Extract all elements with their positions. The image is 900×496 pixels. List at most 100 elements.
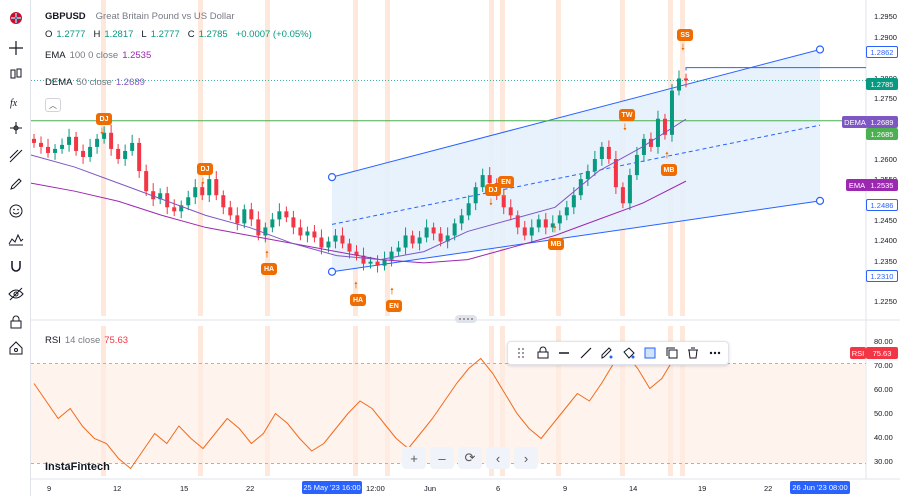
candle-body (382, 259, 387, 266)
pattern-tag[interactable]: DJ (96, 113, 112, 125)
candle-body (606, 146, 611, 159)
channel-lower-line (331, 200, 821, 273)
rsi-tick: 50.00 (874, 409, 893, 418)
pattern-icon[interactable] (5, 229, 27, 249)
rsi-legend[interactable]: RSI 14 close 75.63 (45, 335, 128, 346)
date-tick: 12:00 (366, 484, 385, 493)
candle-body (277, 211, 282, 220)
candle-body (284, 211, 289, 218)
line-width-icon[interactable] (577, 343, 596, 363)
ema-value: 1.2535 (122, 50, 152, 61)
ema-params: 100 0 close (69, 50, 119, 61)
pattern-tag[interactable]: DJ (197, 163, 213, 175)
highlight-band (198, 0, 203, 316)
eye-off-icon[interactable] (5, 284, 27, 304)
crosshair-icon[interactable] (5, 38, 27, 58)
candle-body (158, 193, 163, 200)
price-tick: 1.2400 (874, 236, 897, 245)
arrow-down-icon: 🠗 (502, 189, 506, 199)
candle-body (256, 219, 261, 236)
channel-handle (815, 196, 825, 205)
zoom-in-button[interactable]: + (402, 447, 426, 469)
arrow-up-icon: 🠕 (665, 150, 669, 160)
brush-icon[interactable] (5, 174, 27, 194)
candle-body (410, 235, 415, 244)
more-icon[interactable] (706, 343, 725, 363)
lock-icon[interactable] (5, 312, 27, 332)
zoom-out-button[interactable]: – (430, 447, 454, 469)
candle-body (634, 154, 639, 176)
candle-body (228, 207, 233, 216)
symbol-ticker[interactable]: GBPUSD (45, 11, 86, 22)
candle-body (480, 175, 485, 188)
candle-body (270, 219, 275, 228)
candle-body (263, 227, 268, 236)
home-icon[interactable] (5, 338, 27, 358)
pattern-tag[interactable]: HA (350, 294, 366, 306)
clone-icon[interactable] (663, 343, 682, 363)
ema-legend[interactable]: EMA 100 0 close 1.2535 (45, 50, 151, 61)
candle-icon[interactable] (5, 64, 27, 84)
price-tick: 1.2250 (874, 297, 897, 306)
pattern-tag[interactable]: MB (548, 238, 564, 250)
pattern-tag[interactable]: EN (386, 300, 402, 312)
dema-axis-name-tag: DEMA (842, 116, 868, 128)
collapse-legend-button[interactable]: ︿ (45, 98, 61, 112)
scroll-left-button[interactable]: ‹ (486, 447, 510, 469)
candle-body (655, 118, 660, 147)
square-icon[interactable] (641, 343, 660, 363)
reset-chart-button[interactable]: ⟳ (458, 447, 482, 469)
channel-top-price-tag: 1.2862 (866, 46, 898, 58)
arrow-up-icon: 🠕 (265, 249, 269, 259)
pane-resize-handle[interactable] (455, 315, 477, 323)
channel-fill (332, 49, 820, 272)
candle-body (172, 207, 177, 212)
pattern-tag[interactable]: SS (677, 29, 693, 41)
trash-icon[interactable] (684, 343, 703, 363)
line-style-icon[interactable] (555, 343, 574, 363)
scroll-right-button[interactable]: › (514, 447, 538, 469)
candle-body (60, 144, 65, 149)
candle-body (585, 171, 590, 180)
pattern-tag[interactable]: EN (498, 176, 514, 188)
candle-body (368, 261, 373, 264)
candle-body (32, 138, 36, 143)
date-tick: 6 (496, 484, 501, 493)
dema-legend[interactable]: DEMA 50 close 1.2689 (45, 77, 145, 88)
highlight-band (353, 0, 358, 316)
trendline-icon[interactable] (5, 146, 27, 166)
candle-body (550, 223, 555, 228)
candle-body (571, 195, 576, 208)
fill-icon[interactable] (620, 343, 639, 363)
change-value: +0.0007 (+0.05%) (235, 29, 312, 40)
pattern-tag[interactable]: TW (619, 109, 635, 121)
pattern-tag[interactable]: HA (261, 263, 277, 275)
candle-body (613, 158, 618, 188)
candle-body (431, 227, 436, 234)
candle-body (543, 219, 548, 228)
pattern-tag[interactable]: DJ (485, 184, 501, 196)
candle-body (137, 142, 142, 172)
pattern-tag[interactable]: MB (661, 164, 677, 176)
rsi-tick: 70.00 (874, 361, 893, 370)
candle-body (417, 237, 422, 244)
dema-params: 50 close (76, 77, 112, 88)
candle-body (88, 146, 93, 157)
highlight-band (265, 0, 270, 316)
cursor-icon[interactable] (5, 118, 27, 138)
fx-icon[interactable]: fx (5, 92, 27, 112)
magnet-icon[interactable] (5, 256, 27, 276)
rsi-axis-name-tag: RSI (850, 347, 866, 359)
candle-body (200, 187, 205, 196)
candle-body (424, 227, 429, 238)
brush-icon[interactable] (598, 343, 617, 363)
candle-body (151, 191, 156, 200)
drag-icon[interactable] (512, 343, 531, 363)
candle-body (186, 197, 191, 206)
flag-icon[interactable] (5, 8, 27, 28)
lock-icon[interactable] (534, 343, 553, 363)
smile-icon[interactable] (5, 201, 27, 221)
price-tick: 1.2450 (874, 216, 897, 225)
candle-body (648, 138, 653, 147)
